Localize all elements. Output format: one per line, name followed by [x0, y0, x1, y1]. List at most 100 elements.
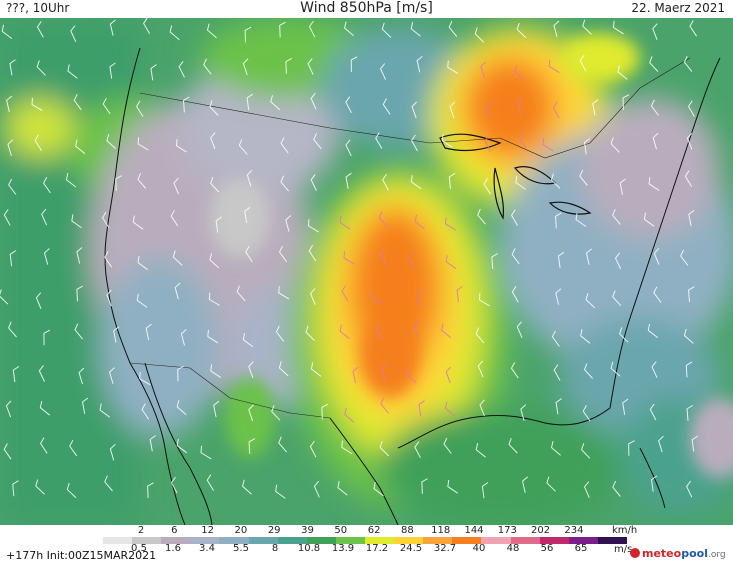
wind-barb: [648, 177, 660, 191]
legend-kmh-label: 62: [367, 525, 381, 536]
wind-barb: [1, 24, 13, 39]
great-lakes: [439, 133, 592, 220]
wind-barb: [411, 101, 417, 119]
wind-barb: [658, 435, 664, 453]
wind-barb: [278, 436, 287, 453]
wind-barb: [617, 65, 628, 80]
meteopool-logo[interactable]: meteopool.org: [630, 547, 726, 560]
wind-barb: [102, 97, 111, 115]
wind-barb: [345, 139, 352, 157]
wind-barb: [373, 481, 384, 497]
wind-barb: [321, 403, 329, 420]
legend-kmh-label: 118: [431, 525, 451, 536]
wind-barb: [445, 366, 452, 384]
wind-barb: [215, 216, 222, 233]
legend-ms-label: 3.4: [199, 543, 215, 554]
wind-barb: [610, 361, 621, 377]
wind-barb: [478, 293, 490, 307]
wind-barb: [76, 247, 83, 264]
wind-barb: [170, 476, 178, 494]
legend-swatch: [219, 537, 249, 544]
wind-barb: [242, 333, 254, 348]
legend-color-bar: [103, 537, 627, 544]
wind-barb: [275, 484, 286, 499]
wind-barb: [109, 19, 116, 36]
wind-barb: [691, 435, 699, 452]
legend-ms-label: 32.7: [433, 543, 457, 554]
wind-barb: [307, 58, 314, 75]
wind-barb: [246, 169, 253, 187]
wind-barb: [553, 20, 560, 38]
wind-barb: [279, 21, 286, 38]
wind-barb: [414, 214, 425, 230]
legend-swatch: [103, 537, 133, 544]
wind-barb: [481, 482, 489, 499]
coastlines: [104, 47, 721, 525]
wind-barb: [308, 20, 316, 38]
wind-barb: [612, 208, 621, 225]
wind-barb: [456, 285, 463, 303]
wind-barb: [416, 289, 422, 307]
wind-barb: [477, 208, 486, 225]
logo-icon: [630, 548, 640, 558]
legend-swatch: [452, 537, 482, 544]
header-bar: ???, 10Uhr Wind 850hPa [m/s] 22. Maerz 2…: [0, 0, 733, 18]
wind-barb: [113, 326, 120, 343]
wind-barb: [407, 252, 416, 270]
wind-barb: [548, 59, 560, 74]
wind-barb: [244, 206, 251, 224]
wind-barb: [381, 22, 392, 38]
wind-barb: [35, 479, 45, 495]
wind-barb: [145, 323, 152, 341]
wind-barb: [147, 482, 154, 499]
wind-barb: [378, 211, 388, 228]
wind-barb: [0, 289, 9, 305]
legend-kmh-label: 2: [137, 525, 145, 536]
wind-barb: [381, 363, 387, 381]
wind-barb: [686, 480, 693, 498]
wind-barb: [309, 288, 316, 305]
wind-barb: [520, 404, 527, 421]
wind-barb: [414, 441, 421, 459]
legend-ms-unit: m/s: [614, 544, 633, 555]
wind-barb: [280, 137, 289, 154]
wind-barb: [622, 94, 630, 110]
wind-barb: [445, 255, 457, 270]
wind-barb: [9, 59, 16, 76]
wind-barb: [210, 176, 220, 193]
legend-swatch: [510, 537, 540, 544]
wind-barb: [508, 437, 518, 454]
wind-barb: [182, 96, 190, 113]
wind-barb: [382, 173, 389, 191]
wind-barb: [41, 208, 48, 226]
legend-swatch: [306, 537, 336, 544]
wind-barb: [43, 329, 51, 346]
wind-barb: [511, 286, 519, 303]
wind-barb: [43, 248, 50, 265]
wind-barb: [203, 58, 212, 75]
wind-barb: [441, 133, 453, 148]
wind-barb: [209, 100, 219, 116]
wind-map[interactable]: [0, 18, 733, 525]
legend-ms-label: 0.5: [131, 543, 147, 554]
wind-barb: [69, 439, 78, 457]
wind-barb: [443, 437, 452, 454]
wind-barb: [248, 361, 254, 378]
wind-barb: [521, 476, 529, 493]
wind-barb: [106, 134, 117, 150]
wind-barb: [206, 23, 217, 39]
wind-barb: [555, 398, 562, 415]
wind-barb: [649, 56, 659, 72]
wind-barb: [109, 443, 116, 461]
legend-ms-label: 13.9: [331, 543, 355, 554]
wind-barb: [418, 400, 425, 417]
wind-barb: [278, 361, 289, 377]
wind-barb: [132, 215, 144, 230]
wind-barb: [582, 19, 592, 35]
wind-barb: [683, 328, 694, 344]
wind-barb: [650, 475, 658, 492]
wind-barb: [555, 212, 562, 229]
wind-barb: [515, 175, 526, 190]
wind-barb: [177, 365, 184, 382]
legend-swatch: [568, 537, 598, 544]
